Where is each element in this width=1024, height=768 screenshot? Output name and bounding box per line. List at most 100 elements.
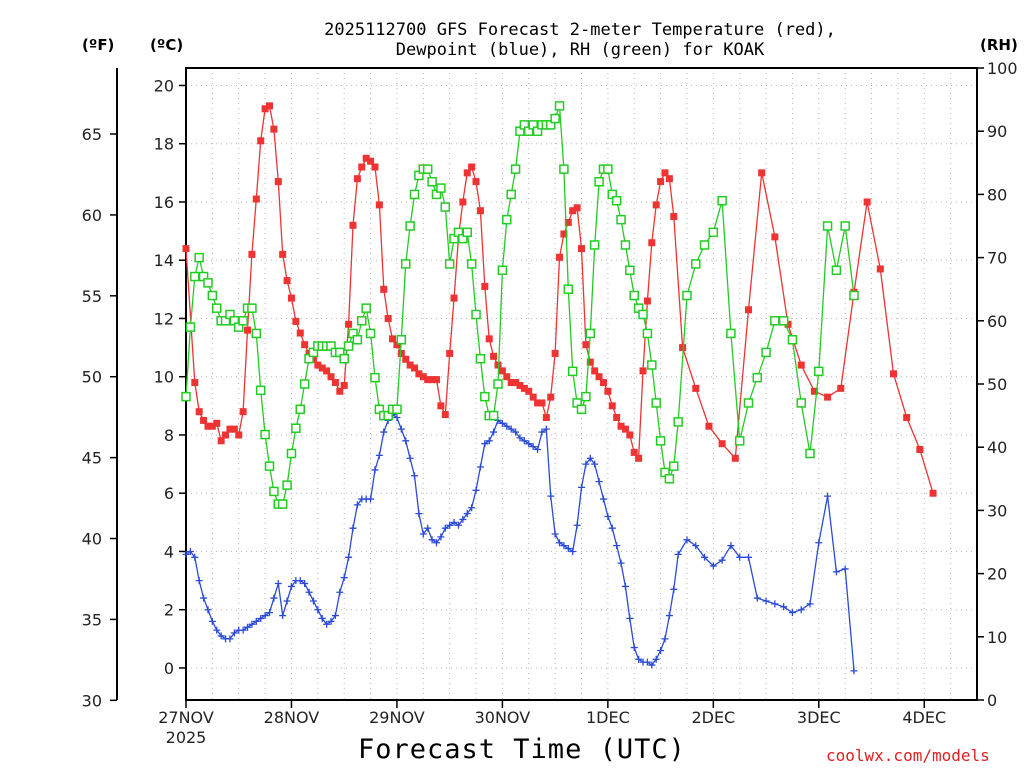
x-tick-label: 28NOV [264,708,320,727]
relative-humidity-point [567,366,578,377]
dewpoint-point [252,617,260,625]
dewpoint-point [824,492,832,500]
2-meter-temperature-point [718,440,726,448]
2-meter-temperature-point [494,361,502,369]
dewpoint-point [556,539,564,547]
relative-humidity-point [339,353,349,364]
dewpoint-point [797,606,805,614]
dewpoint-point [301,580,309,588]
relative-humidity-point [357,316,367,326]
relative-humidity-point [264,461,275,471]
chart-title-line-2: Dewpoint (blue), RH (green) for KOAK [395,40,765,60]
dewpoint-point [182,550,190,558]
relative-humidity-point [734,436,745,446]
2-meter-temperature-point [551,349,559,357]
dewpoint-point [832,568,840,576]
relative-humidity-point [550,113,560,124]
relative-humidity-point [190,271,200,282]
2-meter-temperature-point [837,384,845,392]
2-meter-temperature-point [476,207,484,215]
relative-humidity-point [664,474,675,484]
relative-humidity-point [255,385,266,396]
dewpoint-point [626,614,634,622]
fahrenheit-tick-label: 30 [82,691,102,710]
2-meter-temperature-point [226,425,234,433]
2-meter-temperature-point [648,239,656,247]
rh-tick-label: 60 [987,312,1007,331]
dewpoint-point [191,553,199,561]
dewpoint-point [534,446,542,454]
2-meter-temperature-point [604,387,612,395]
2-meter-temperature-point [797,361,805,369]
relative-humidity-point [594,177,604,187]
relative-humidity-point [655,436,666,446]
relative-humidity-point [480,391,490,402]
relative-humidity-point [343,341,354,351]
2-meter-temperature-point [890,370,898,378]
dewpoint-point [432,539,440,547]
2-meter-temperature-point [903,413,911,421]
dewpoint-point [595,478,603,486]
dewpoint-point [393,413,401,421]
relative-humidity-point [444,259,455,269]
dewpoint-point [674,550,682,558]
dewpoint-point [542,425,550,433]
dewpoint-point [411,472,419,480]
relative-humidity-point [299,379,310,389]
dewpoint-point [437,533,445,541]
relative-humidity-point [629,290,639,301]
2-meter-temperature-point [371,163,379,171]
2-meter-temperature-point [498,367,506,375]
relative-humidity-point [752,372,763,383]
dewpoint-point [573,521,581,529]
relative-humidity-point [405,221,415,231]
2-meter-temperature-point [507,379,515,387]
dewpoint-point [371,466,379,474]
2-meter-temperature-point [261,105,269,113]
dewpoint-point [736,553,744,561]
relative-humidity-point [796,398,806,408]
relative-humidity-point [295,404,306,415]
2-meter-temperature-point [274,178,282,186]
relative-humidity-point [203,278,213,288]
dewpoint-point [208,617,216,625]
2-meter-temperature-point [643,297,651,305]
2-meter-temperature-point [353,175,361,183]
2-meter-temperature-point [252,195,260,203]
2-meter-temperature-point [428,376,436,384]
celsius-tick-label: 2 [164,601,174,620]
dewpoint-point [670,585,678,593]
relative-humidity-point [277,499,288,509]
relative-humidity-point [576,404,587,415]
rh-tick-label: 0 [987,691,997,710]
dewpoint-point [569,547,577,555]
dewpoint-point [217,632,225,640]
relative-humidity-point [185,322,196,332]
celsius-tick-label: 12 [154,309,174,328]
rh-tick-label: 20 [987,565,1007,584]
2-meter-temperature-point [411,364,419,372]
relative-humidity-point [409,189,420,200]
rh-tick-label: 90 [987,122,1007,141]
2-meter-temperature-point [432,376,440,384]
dewpoint-point [419,530,427,538]
relative-humidity-point [787,335,798,345]
relative-humidity-point [502,214,512,225]
dewpoint-point [582,460,590,468]
dewpoint-point [503,422,511,430]
dewpoint-line [185,413,855,671]
2-meter-temperature-point [340,381,348,389]
relative-humidity-point [682,290,692,301]
relative-humidity-point [563,284,574,294]
dewpoint-point [309,597,317,605]
data-series [181,101,937,675]
dewpoint-point [336,588,344,596]
2-meter-temperature-point [287,294,295,302]
dewpoint-point [415,510,423,518]
2-meter-temperature-point [336,387,344,395]
2-meter-temperature-point [529,393,537,401]
celsius-tick-label: 14 [154,251,174,270]
dewpoint-point [753,594,761,602]
relative-humidity-point [286,448,297,459]
relative-humidity-point [778,316,789,326]
